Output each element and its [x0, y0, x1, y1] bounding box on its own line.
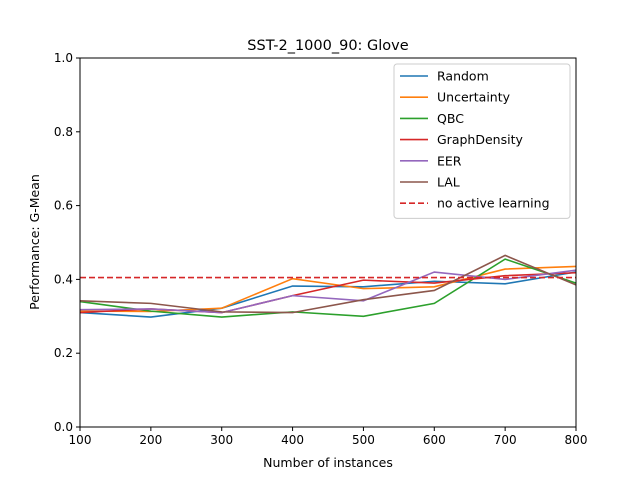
y-tick-label: 0.0	[54, 420, 73, 434]
x-tick-label: 600	[423, 433, 446, 447]
series-line-random	[79, 271, 577, 318]
legend-label-graphdensity: GraphDensity	[437, 132, 523, 147]
x-tick-label: 200	[139, 433, 162, 447]
series-line-uncertainty	[79, 265, 577, 313]
y-tick-label: 0.2	[54, 346, 73, 360]
x-tick-label: 500	[352, 433, 375, 447]
legend-label-no-active-learning: no active learning	[437, 196, 550, 211]
y-tick-label: 1.0	[54, 51, 73, 65]
legend: Random Uncertainty QBC GraphDensity EER LAL no…	[393, 63, 571, 219]
legend-label-lal: LAL	[437, 175, 460, 190]
chart-title: SST-2_1000_90: Glove	[247, 38, 408, 54]
series-line-lal	[79, 254, 577, 314]
x-tick-label: 700	[494, 433, 517, 447]
y-tick-label: 0.8	[54, 125, 73, 139]
x-tick-label: 100	[69, 433, 92, 447]
legend-label-random: Random	[437, 69, 489, 84]
legend-box	[393, 63, 571, 219]
plot-frame	[79, 57, 577, 428]
y-axis-label: Performance: G-Mean	[27, 174, 42, 310]
legend-label-uncertainty: Uncertainty	[437, 90, 511, 105]
x-axis-ticks: 100 200 300 400 500 600 700 800	[69, 427, 588, 447]
series-line-qbc	[79, 258, 577, 318]
series-line-eer	[79, 269, 577, 314]
legend-label-eer: EER	[437, 153, 462, 168]
y-tick-label: 0.6	[54, 199, 73, 213]
y-tick-label: 0.4	[54, 272, 73, 286]
x-axis-label: Number of instances	[263, 455, 393, 470]
y-axis-ticks: 0.0 0.2 0.4 0.6 0.8 1.0	[54, 51, 80, 434]
legend-label-qbc: QBC	[437, 111, 464, 126]
x-tick-label: 300	[210, 433, 233, 447]
x-tick-label: 400	[281, 433, 304, 447]
series-lines	[79, 254, 577, 318]
x-tick-label: 800	[565, 433, 588, 447]
